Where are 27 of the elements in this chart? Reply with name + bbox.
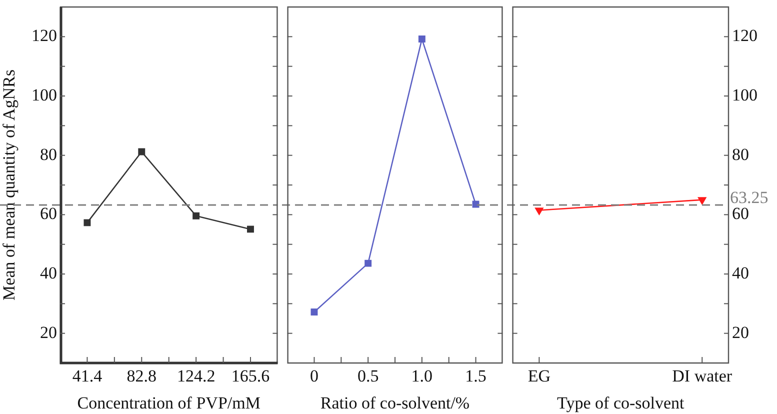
y-tick-label: 100 <box>32 85 57 104</box>
y2-tick-label: 20 <box>732 322 749 342</box>
x-tick-label: 1.0 <box>411 366 433 386</box>
ref-line-label: 63.25 <box>730 188 768 207</box>
y2-tick-label: 80 <box>732 144 749 164</box>
x-tick-label: 82.8 <box>126 366 157 386</box>
y2-tick-label: 120 <box>732 26 758 46</box>
y-tick-label: 80 <box>40 144 57 164</box>
y-tick-label: 120 <box>32 26 57 46</box>
x-tick-label: 165.6 <box>231 366 270 386</box>
x-axis-title: Type of co-solvent <box>557 393 685 412</box>
x-tick-label: 1.5 <box>465 366 486 386</box>
y-tick-label: 60 <box>40 204 57 224</box>
x-axis-title: Ratio of co-solvent/% <box>320 393 470 412</box>
x-axis-title: Concentration of PVP/mM <box>77 393 260 412</box>
y2-tick-label: 60 <box>732 204 749 224</box>
y2-tick-label: 100 <box>732 85 758 104</box>
x-tick-label: 0 <box>310 366 318 386</box>
x-tick-label: 124.2 <box>176 366 216 386</box>
x-tick-label: 41.4 <box>72 366 103 386</box>
x-tick-label: EG <box>528 366 551 386</box>
x-tick-label: 0.5 <box>357 366 379 386</box>
y-tick-label: 40 <box>40 263 57 282</box>
x-tick-label: DI water <box>672 366 732 386</box>
y2-tick-label: 40 <box>732 263 749 282</box>
y-axis-title: Mean of mean quantity of AgNRs <box>0 70 19 300</box>
y-tick-label: 20 <box>40 322 57 342</box>
